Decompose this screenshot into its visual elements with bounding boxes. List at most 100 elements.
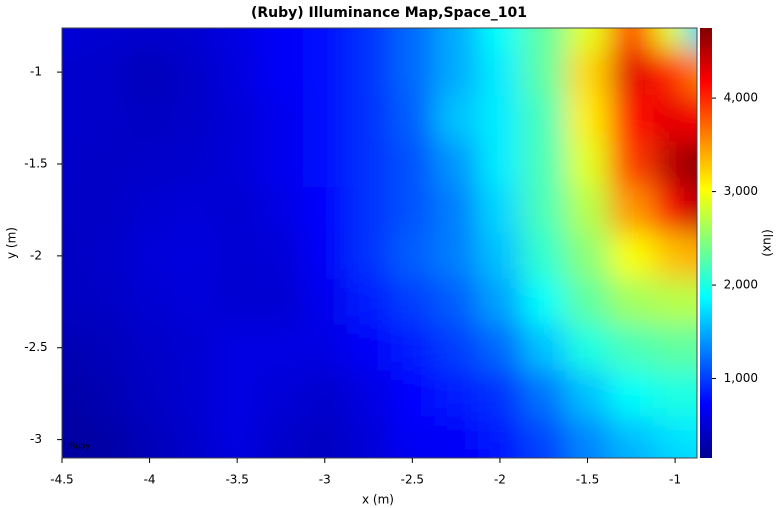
heatmap-cells [62,28,697,458]
heat-cell [62,324,85,372]
heat-cell [521,232,567,280]
heat-cell [127,416,172,450]
heat-cell [215,370,260,418]
heat-cell [434,370,479,418]
heat-cell [83,95,129,142]
plot-frame [61,27,698,459]
heat-cell [478,50,523,96]
heat-cell [171,416,216,450]
heat-cell [653,50,687,96]
heat-cell [565,95,610,142]
heat-cell [565,186,610,234]
heat-cell [434,186,479,234]
heat-cell [83,28,129,51]
heat-cell [521,416,567,450]
heat-cell [259,95,304,142]
heat-cell [653,370,687,418]
heat-cell [127,232,172,280]
heat-cell [302,324,348,372]
heat-cell [478,232,523,280]
heat-cell [686,28,697,51]
heat-cell [609,186,654,234]
heat-cell [609,278,654,326]
y-tick-label: -2.5 [24,340,47,354]
heat-cell [171,50,216,96]
heat-cell [83,370,129,418]
heat-cell [434,448,479,458]
heat-cell [346,278,391,326]
y-tick-label: -1.5 [24,156,47,170]
heat-cell [127,278,172,326]
heat-cell [390,278,435,326]
x-tick-label: -1 [669,473,681,487]
heat-cell [215,141,260,188]
heat-cell [434,95,479,142]
heat-cell [390,324,435,372]
heat-cell [259,50,304,96]
heat-cell [686,50,697,96]
heat-cell [171,448,216,458]
heat-cell [302,28,348,51]
heat-cell [215,448,260,458]
heat-cell [478,28,523,51]
heat-cell [215,50,260,96]
x-tick-label: -2.5 [401,473,424,487]
y-tick-label: -2 [30,248,42,262]
x-tick-label: -1.5 [576,473,599,487]
heat-cell [390,141,435,188]
heat-cell [686,141,697,188]
x-tick-label: -2 [494,473,506,487]
heat-cell [653,416,687,450]
y-tick-label: -3 [30,432,42,446]
heat-cell [127,370,172,418]
heat-cell [171,324,216,372]
x-tick-label: -4 [144,473,156,487]
x-tick-label: -3 [319,473,331,487]
heat-cell [521,278,567,326]
heat-cell [434,324,479,372]
x-tick-label: -4.5 [50,473,73,487]
chart-title: (Ruby) Illuminance Map,Space_101 [251,5,527,21]
heat-cell [521,324,567,372]
heat-cell [609,95,654,142]
heat-cell [83,324,129,372]
heat-cell [478,448,523,458]
heat-cell [390,448,435,458]
heat-cell [653,28,687,51]
heat-cell [478,370,523,418]
heat-cell [259,141,304,188]
y-tick-label: -1 [30,65,42,79]
heat-cell [434,28,479,51]
heat-cell [653,278,687,326]
heat-cell [686,370,697,418]
heat-cell [609,141,654,188]
heat-cell [259,324,304,372]
colorbar-tick-label: 1,000 [724,371,758,385]
heat-cell [390,370,435,418]
heat-cell [390,186,435,234]
heat-cell [653,95,687,142]
heat-cell [302,95,348,142]
heat-cell [686,278,697,326]
heat-cell [302,186,348,234]
heat-cell [653,186,687,234]
heat-cell [565,416,610,450]
x-axis-label: x (m) [362,493,394,507]
colorbar-tick-label: 4,000 [724,91,758,105]
heat-cell [478,141,523,188]
heat-cell [83,232,129,280]
heat-cell [171,232,216,280]
heat-cell [478,416,523,450]
heat-cell [686,416,697,450]
heat-cell [127,50,172,96]
heat-cell [609,232,654,280]
heat-cell [346,50,391,96]
heat-cell [434,278,479,326]
annotation: Ruby [70,442,90,451]
heat-cell [127,28,172,51]
heat-cell [521,50,567,96]
heat-cell [653,141,687,188]
heat-cell [390,50,435,96]
heat-cell [62,370,85,418]
